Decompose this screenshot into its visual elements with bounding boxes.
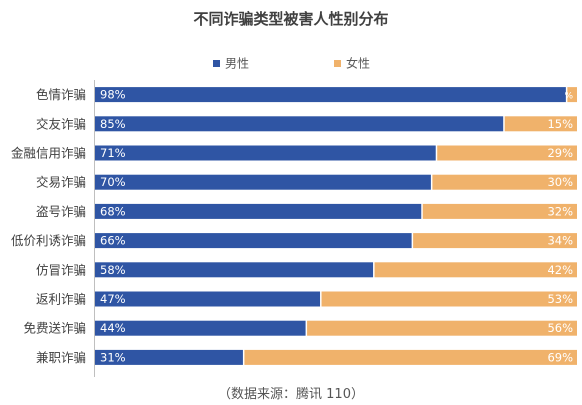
legend: 男性 女性 xyxy=(213,56,370,71)
bar-female xyxy=(307,320,577,336)
bar-label-male: 58% xyxy=(100,263,126,277)
bar-label-male: 31% xyxy=(100,350,126,364)
bar-label-female: 53% xyxy=(547,292,573,306)
chart-title: 不同诈骗类型被害人性别分布 xyxy=(193,10,389,28)
bar-label-male: 47% xyxy=(100,292,126,306)
bar-male xyxy=(95,320,306,336)
bar-label-male: 71% xyxy=(100,146,126,160)
bar-label-female: 32% xyxy=(547,204,573,218)
bar-label-male: 66% xyxy=(100,234,126,248)
category-label: 色情诈骗 xyxy=(36,87,86,102)
category-label: 兼职诈骗 xyxy=(36,350,86,365)
bar-male xyxy=(95,349,243,365)
bar-female xyxy=(413,233,577,249)
bar-female xyxy=(567,87,577,103)
legend-label: 女性 xyxy=(346,56,370,71)
bar-male xyxy=(95,116,504,132)
bar-label-female: 34% xyxy=(547,234,573,248)
legend-swatch xyxy=(334,60,341,67)
bar-label-female: 42% xyxy=(547,263,573,277)
category-label: 盗号诈骗 xyxy=(36,204,86,219)
category-label: 低价利诱诈骗 xyxy=(11,233,86,248)
bar-label-female: 69% xyxy=(547,350,573,364)
bar-female xyxy=(244,349,578,365)
bar-label-female: 30% xyxy=(547,175,573,189)
bar-female xyxy=(432,174,577,190)
category-label: 金融信用诈骗 xyxy=(11,146,86,161)
bar-female xyxy=(422,203,577,219)
category-label: 返利诈骗 xyxy=(36,292,86,307)
bar-label-female: % xyxy=(564,92,573,102)
bar-female xyxy=(437,145,577,161)
chart-source: （数据来源：腾讯 110） xyxy=(218,387,364,402)
bar-male xyxy=(95,174,431,190)
bar-male xyxy=(95,145,436,161)
category-label: 交友诈骗 xyxy=(36,116,86,131)
bar-female xyxy=(374,262,577,278)
bar-male xyxy=(95,203,422,219)
category-label: 免费送诈骗 xyxy=(23,321,86,336)
bar-male xyxy=(95,291,321,307)
bar-female xyxy=(321,291,577,307)
bar-label-female: 15% xyxy=(547,117,573,131)
bar-female xyxy=(504,116,577,132)
bar-label-male: 68% xyxy=(100,204,126,218)
bar-label-female: 56% xyxy=(547,321,573,335)
legend-swatch xyxy=(213,60,220,67)
bar-male xyxy=(95,262,374,278)
bar-label-male: 98% xyxy=(100,88,126,102)
bar-male xyxy=(95,87,566,103)
category-labels: 色情诈骗交友诈骗金融信用诈骗交易诈骗盗号诈骗低价利诱诈骗仿冒诈骗返利诈骗免费送诈… xyxy=(11,87,86,365)
legend-label: 男性 xyxy=(225,57,249,71)
bars: 98% % 85% 15% 71% 29% 70% 30% 68% 32% 66% 34% 58% 42%… xyxy=(95,87,578,365)
bar-label-male: 44% xyxy=(100,321,126,335)
bar-label-male: 70% xyxy=(100,175,126,189)
bar-label-female: 29% xyxy=(547,146,573,160)
bar-label-male: 85% xyxy=(100,117,126,131)
bar-male xyxy=(95,233,412,249)
category-label: 仿冒诈骗 xyxy=(36,262,86,277)
category-label: 交易诈骗 xyxy=(36,175,86,190)
